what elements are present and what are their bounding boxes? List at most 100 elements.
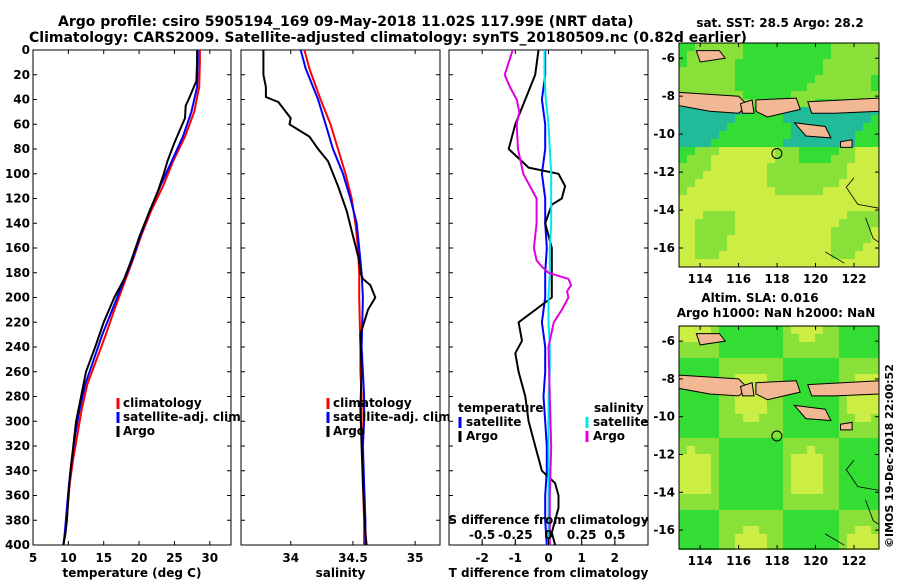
field-cell xyxy=(759,438,767,446)
field-cell xyxy=(703,163,711,171)
field-cell xyxy=(799,478,807,486)
field-cell xyxy=(831,446,839,454)
field-cell xyxy=(695,187,703,195)
series-line-climatology xyxy=(62,50,201,546)
field-cell xyxy=(695,462,703,470)
field-cell xyxy=(719,259,727,267)
field-cell xyxy=(823,83,831,91)
legend-label: climatology xyxy=(123,396,202,410)
field-cell xyxy=(871,243,879,251)
lon-tick-label: 114 xyxy=(688,272,713,286)
field-cell xyxy=(759,131,767,139)
field-cell xyxy=(791,67,799,75)
field-cell xyxy=(791,51,799,59)
field-cell xyxy=(759,67,767,75)
field-cell xyxy=(839,75,847,83)
field-cell xyxy=(727,510,735,518)
legend-label: Argo xyxy=(466,429,498,443)
field-cell xyxy=(687,155,695,163)
field-cell xyxy=(807,67,815,75)
field-cell xyxy=(719,350,727,358)
field-cell xyxy=(799,195,807,203)
field-cell xyxy=(783,454,791,462)
secondary-x-tick-label: 0.5 xyxy=(604,528,625,542)
field-cell xyxy=(695,494,703,502)
field-cell xyxy=(775,350,783,358)
field-cell xyxy=(831,115,839,123)
field-cell xyxy=(775,115,783,123)
field-cell xyxy=(735,438,743,446)
field-cell xyxy=(815,115,823,123)
field-cell xyxy=(775,326,783,334)
field-cell xyxy=(743,131,751,139)
field-cell xyxy=(695,75,703,83)
field-cell xyxy=(711,123,719,131)
field-cell xyxy=(791,251,799,259)
field-cell xyxy=(775,235,783,243)
field-cell xyxy=(799,326,807,334)
field-cell xyxy=(775,534,783,542)
field-cell xyxy=(679,334,687,342)
x-axis-label: temperature (deg C) xyxy=(63,566,202,580)
field-cell xyxy=(727,462,735,470)
field-cell xyxy=(815,350,823,358)
field-cell xyxy=(775,366,783,374)
field-cell xyxy=(695,502,703,510)
field-cell xyxy=(839,123,847,131)
field-cell xyxy=(815,83,823,91)
field-cell xyxy=(783,414,791,422)
field-cell xyxy=(735,518,743,526)
field-cell xyxy=(783,478,791,486)
field-cell xyxy=(847,438,855,446)
field-cell xyxy=(679,430,687,438)
field-cell xyxy=(855,502,863,510)
field-cell xyxy=(863,235,871,243)
series-line-temperature-argo xyxy=(507,49,567,546)
lat-tick-label: -8 xyxy=(662,89,675,103)
field-cell xyxy=(679,510,687,518)
field-cell xyxy=(743,147,751,155)
field-cell xyxy=(775,486,783,494)
field-cell xyxy=(791,91,799,99)
field-cell xyxy=(815,454,823,462)
field-cell xyxy=(679,398,687,406)
field-cell xyxy=(727,115,735,123)
field-cell xyxy=(679,358,687,366)
lat-tick-label: -14 xyxy=(653,485,675,499)
field-cell xyxy=(703,147,711,155)
field-cell xyxy=(719,147,727,155)
field-cell xyxy=(871,211,879,219)
field-cell xyxy=(847,75,855,83)
x-axis-label: T difference from climatology xyxy=(449,566,649,580)
field-cell xyxy=(863,123,871,131)
field-cell xyxy=(799,235,807,243)
field-cell xyxy=(767,430,775,438)
field-cell xyxy=(831,486,839,494)
field-cell xyxy=(767,446,775,454)
field-cell xyxy=(767,259,775,267)
lon-tick-label: 118 xyxy=(765,272,790,286)
field-cell xyxy=(743,211,751,219)
field-cell xyxy=(735,179,743,187)
field-cell xyxy=(847,187,855,195)
field-cell xyxy=(839,251,847,259)
field-cell xyxy=(703,414,711,422)
field-cell xyxy=(791,259,799,267)
field-cell xyxy=(871,430,879,438)
field-cell xyxy=(855,446,863,454)
x-tick-label: 20 xyxy=(131,551,148,565)
field-cell xyxy=(863,83,871,91)
field-cell xyxy=(687,462,695,470)
field-cell xyxy=(863,51,871,59)
field-cell xyxy=(711,203,719,211)
plot-frame xyxy=(32,49,232,546)
field-cell xyxy=(863,542,871,550)
field-cell xyxy=(751,350,759,358)
field-cell xyxy=(863,75,871,83)
field-cell xyxy=(863,422,871,430)
field-cell xyxy=(679,446,687,454)
field-cell xyxy=(831,342,839,350)
field-cell xyxy=(759,366,767,374)
field-cell xyxy=(839,494,847,502)
field-cell xyxy=(799,171,807,179)
